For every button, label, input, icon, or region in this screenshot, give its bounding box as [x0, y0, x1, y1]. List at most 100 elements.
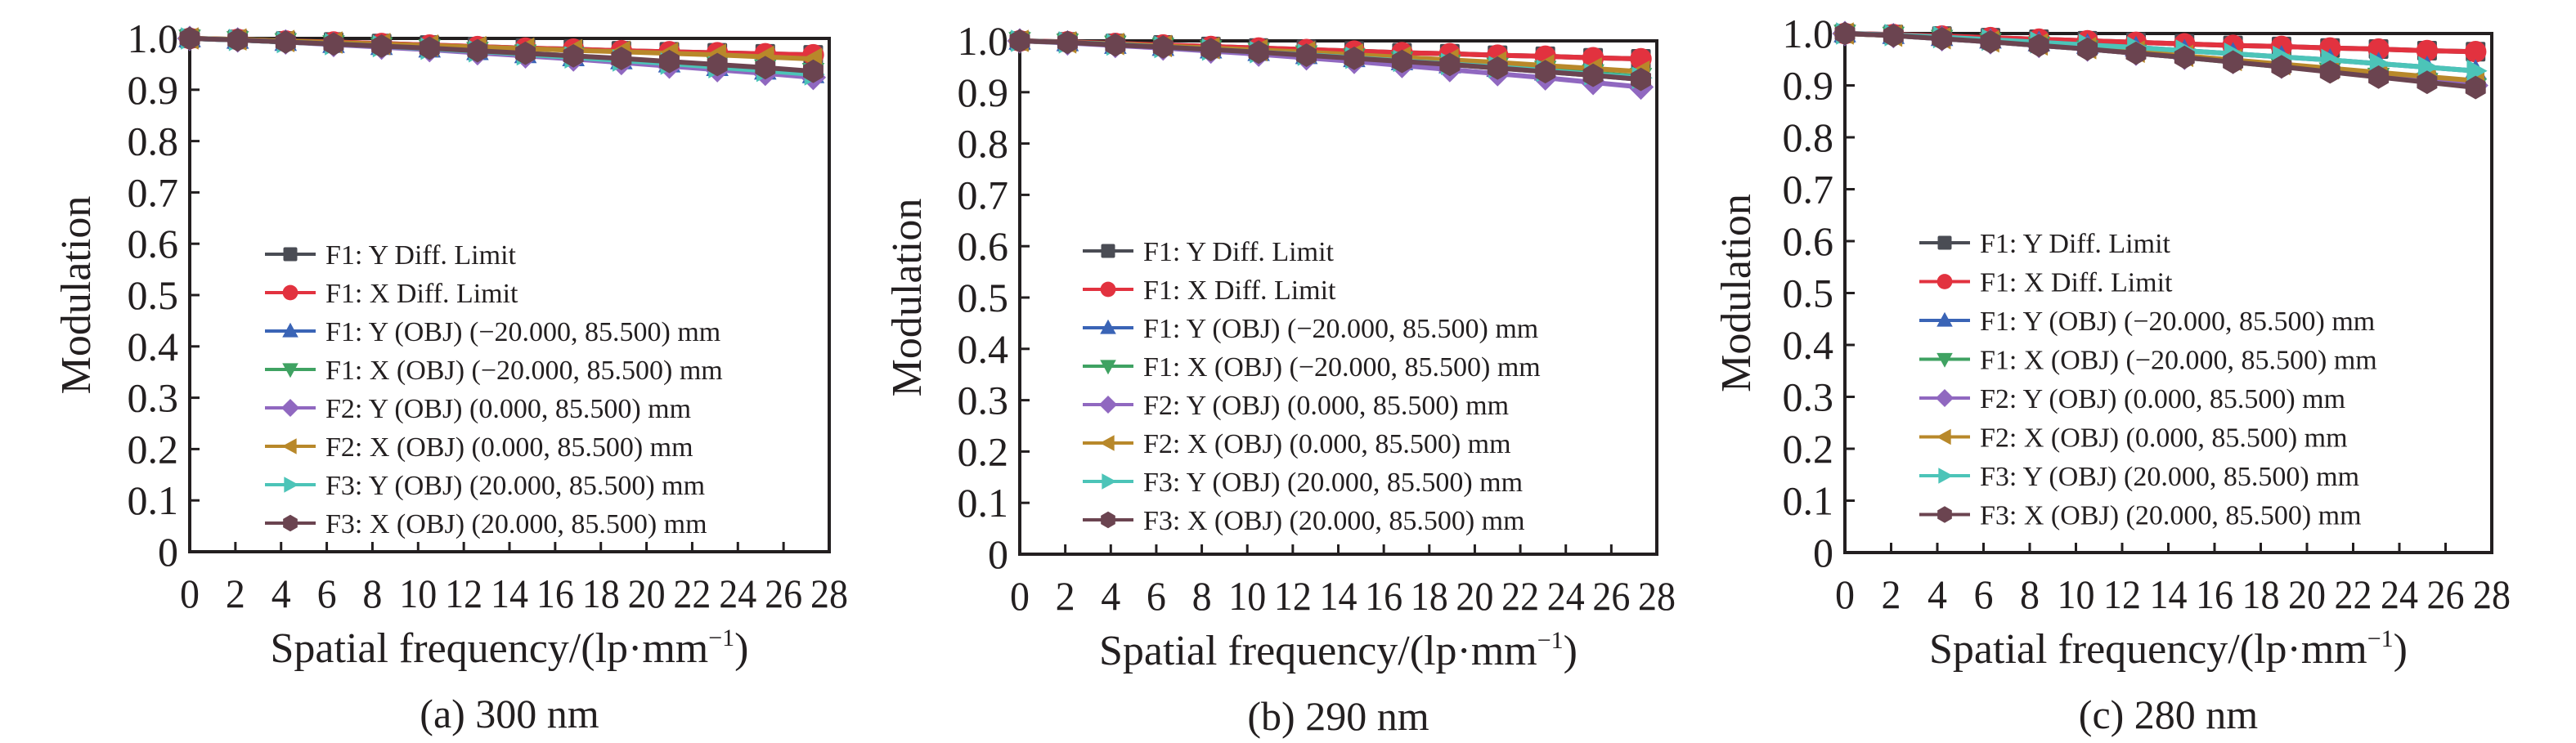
x-tick-label: 4 — [1928, 571, 1947, 617]
y-axis-title: Modulation — [884, 199, 931, 397]
legend-marker — [282, 284, 298, 301]
y-tick-label: 0.7 — [1783, 167, 1834, 213]
data-point — [1932, 26, 1953, 51]
legend-label: F3: X (OBJ) (20.000, 85.500) mm — [1980, 501, 2362, 531]
y-tick-label: 0.2 — [1783, 426, 1834, 472]
legend-marker — [284, 477, 299, 493]
x-tick-label: 0 — [180, 571, 200, 616]
data-point — [1980, 29, 2001, 54]
legend-label: F3: X (OBJ) (20.000, 85.500) mm — [325, 509, 707, 539]
y-tick-label: 0.8 — [958, 121, 1009, 167]
legend-item: F3: X (OBJ) (20.000, 85.500) mm — [1083, 506, 1525, 536]
legend-label: F1: X Diff. Limit — [1143, 275, 1336, 306]
series-8 — [1009, 29, 1651, 92]
x-axis-title-close: ) — [2394, 626, 2408, 673]
x-tick-label: 28 — [1638, 573, 1676, 619]
chart-panel-1: 00.10.20.30.40.50.60.70.80.91.00 2 4 6 8 10 12… — [53, 16, 848, 736]
legend-item: F1: X (OBJ) (−20.000, 85.500) mm — [1919, 346, 2377, 376]
y-tick-label: 0.1 — [958, 480, 1009, 526]
legend-label: F3: Y (OBJ) (20.000, 85.500) mm — [1980, 462, 2359, 492]
x-tick-label: 26 — [765, 571, 802, 616]
x-tick-label: 4 — [272, 571, 291, 616]
y-tick-label: 0.8 — [1783, 114, 1834, 160]
legend-marker — [1102, 473, 1117, 490]
legend-marker — [1938, 468, 1954, 484]
x-tick-label: 20 — [1456, 573, 1493, 619]
x-tick-label: 16 — [2196, 571, 2233, 617]
legend-item: F2: Y (OBJ) (0.000, 85.500) mm — [1919, 384, 2345, 414]
data-point — [2466, 59, 2488, 83]
x-tick-label: 4 — [1101, 573, 1120, 619]
legend-label: F3: Y (OBJ) (20.000, 85.500) mm — [325, 471, 705, 501]
panel-caption: (a) 300 nm — [420, 691, 599, 736]
x-tick-label: 12 — [2103, 571, 2141, 617]
legend-label: F1: X (OBJ) (−20.000, 85.500) mm — [1980, 346, 2377, 376]
legend-item: F1: X (OBJ) (−20.000, 85.500) mm — [265, 356, 723, 386]
legend-label: F2: X (OBJ) (0.000, 85.500) mm — [1143, 429, 1511, 459]
y-axis-title: Modulation — [1713, 194, 1760, 392]
legend-marker — [1100, 319, 1116, 334]
data-point — [2077, 37, 2098, 61]
x-axis-title-close: ) — [1564, 628, 1577, 674]
y-tick-label: 0.3 — [1783, 374, 1834, 420]
legend-marker — [1937, 235, 1952, 250]
y-tick-label: 1.0 — [958, 18, 1009, 64]
data-point — [1391, 49, 1412, 74]
legend-marker — [1936, 428, 1951, 445]
x-tick-label: 26 — [1592, 573, 1630, 619]
legend-marker — [282, 363, 298, 378]
y-tick-label: 0.1 — [128, 477, 179, 523]
data-point — [1344, 46, 1365, 70]
legend-item: F2: X (OBJ) (0.000, 85.500) mm — [265, 432, 693, 463]
x-tick-label: 10 — [2058, 571, 2095, 617]
series-8 — [1834, 21, 2486, 100]
x-tick-label: 16 — [536, 571, 574, 616]
x-tick-label: 28 — [2473, 571, 2511, 617]
x-tick-label: 2 — [1882, 571, 1901, 617]
data-point — [179, 26, 200, 51]
legend-label: F1: X (OBJ) (−20.000, 85.500) mm — [1143, 352, 1541, 383]
x-tick-label: 18 — [582, 571, 620, 616]
x-axis-title-superscript: −1 — [1537, 627, 1564, 654]
legend-marker — [1935, 388, 1954, 408]
x-tick-label: 10 — [1228, 573, 1266, 619]
x-tick-label: 24 — [719, 571, 756, 616]
legend-item: F1: X Diff. Limit — [1919, 268, 2173, 298]
panel-caption: (b) 290 nm — [1247, 693, 1429, 739]
legend-item: F1: Y Diff. Limit — [265, 240, 517, 271]
legend-marker — [1100, 360, 1116, 375]
y-tick-label: 0.4 — [958, 326, 1009, 372]
data-point — [1200, 38, 1222, 62]
x-tick-label: 24 — [2381, 571, 2418, 617]
y-tick-label: 0.6 — [958, 223, 1009, 269]
data-point — [1535, 60, 1556, 84]
legend-label: F2: Y (OBJ) (0.000, 85.500) mm — [325, 394, 691, 424]
data-point — [1487, 56, 1508, 80]
y-tick-label: 0.3 — [958, 378, 1009, 423]
y-tick-label: 0.2 — [128, 426, 179, 472]
legend-marker — [1101, 511, 1115, 529]
x-tick-label: 8 — [362, 571, 382, 616]
series-8 — [179, 26, 824, 83]
chart-panel-2: 00.10.20.30.40.50.60.70.80.91.00 2 4 6 8 10 12… — [884, 18, 1676, 739]
x-tick-label: 2 — [226, 571, 245, 616]
data-point — [419, 36, 440, 60]
x-tick-label: 22 — [673, 571, 711, 616]
legend-label: F2: X (OBJ) (0.000, 85.500) mm — [325, 432, 693, 463]
x-tick-label: 22 — [1501, 573, 1539, 619]
x-axis-title-superscript: −1 — [2367, 625, 2394, 652]
x-tick-label: 8 — [1192, 573, 1212, 619]
legend-label: F1: Y (OBJ) (−20.000, 85.500) mm — [325, 317, 720, 347]
x-tick-label: 12 — [1274, 573, 1312, 619]
data-point — [1009, 29, 1030, 53]
legend-marker — [1936, 274, 1953, 289]
x-tick-label: 0 — [1835, 571, 1855, 617]
panel-caption: (c) 280 nm — [2079, 692, 2258, 737]
legend-marker — [283, 247, 298, 262]
legend-item: F1: X Diff. Limit — [265, 279, 518, 309]
data-point — [515, 41, 536, 65]
data-point — [802, 59, 824, 83]
legend-item: F2: X (OBJ) (0.000, 85.500) mm — [1083, 429, 1511, 459]
x-axis-title-superscript: −1 — [708, 624, 734, 651]
legend-label: F2: Y (OBJ) (0.000, 85.500) mm — [1980, 384, 2345, 414]
